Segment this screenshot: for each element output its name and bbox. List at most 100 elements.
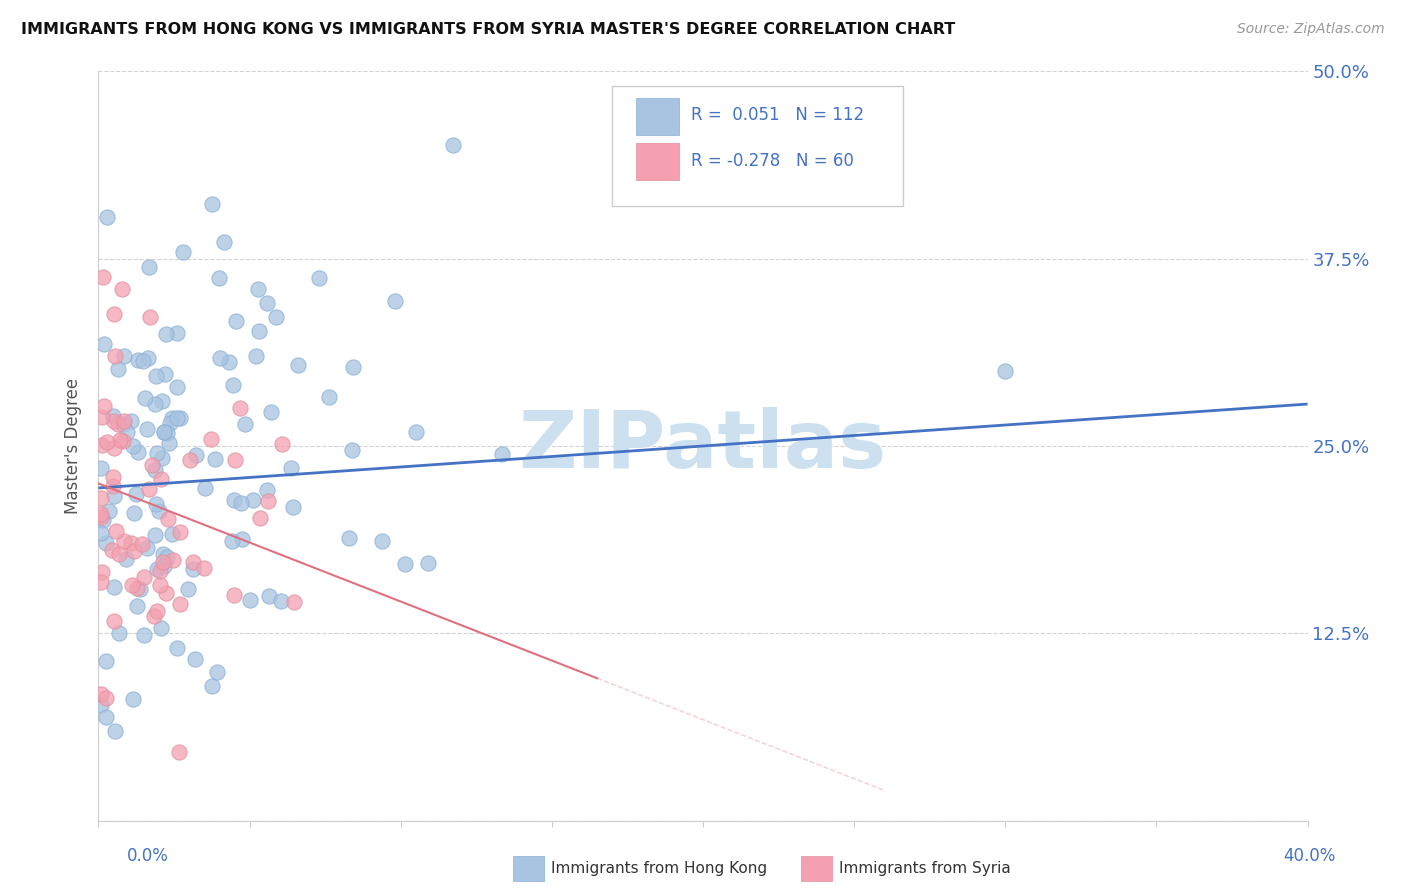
Point xyxy=(318,390,340,404)
Point xyxy=(257,589,280,603)
Point xyxy=(152,425,174,440)
Point xyxy=(384,293,406,308)
Point xyxy=(91,565,114,579)
Point xyxy=(90,509,112,524)
Text: IMMIGRANTS FROM HONG KONG VS IMMIGRANTS FROM SYRIA MASTER'S DEGREE CORRELATION C: IMMIGRANTS FROM HONG KONG VS IMMIGRANTS … xyxy=(21,22,955,37)
Point xyxy=(260,405,283,419)
Text: R =  0.051   N = 112: R = 0.051 N = 112 xyxy=(690,106,865,124)
Point xyxy=(150,394,173,409)
Point xyxy=(143,462,166,476)
Point xyxy=(208,271,231,285)
Point xyxy=(134,570,156,584)
Text: 0.0%: 0.0% xyxy=(127,847,169,865)
Point xyxy=(96,691,118,706)
Point xyxy=(152,547,174,561)
Point xyxy=(257,493,280,508)
Point xyxy=(153,367,176,381)
Point xyxy=(159,416,181,430)
Point xyxy=(169,524,191,539)
Point xyxy=(112,349,135,363)
Point xyxy=(131,536,153,550)
Point xyxy=(111,434,134,449)
Point xyxy=(112,534,135,549)
Point xyxy=(308,271,330,285)
Point xyxy=(145,369,167,384)
Point xyxy=(177,582,200,596)
Point xyxy=(283,595,305,609)
Point xyxy=(101,543,124,558)
Point xyxy=(270,593,292,607)
Point xyxy=(201,197,224,211)
FancyBboxPatch shape xyxy=(613,87,903,206)
Point xyxy=(337,532,360,546)
Point xyxy=(134,392,156,406)
Point xyxy=(136,351,159,366)
Point xyxy=(111,282,134,296)
Point xyxy=(132,354,155,368)
Point xyxy=(90,461,112,475)
Point xyxy=(242,492,264,507)
Point xyxy=(231,496,253,510)
Point xyxy=(103,307,125,321)
Point xyxy=(150,621,173,635)
Point xyxy=(103,490,125,504)
Point xyxy=(157,436,180,450)
Point xyxy=(150,472,173,486)
Point xyxy=(179,453,201,467)
Point xyxy=(103,409,125,423)
Point xyxy=(91,513,114,527)
Point xyxy=(127,599,149,613)
Text: R = -0.278   N = 60: R = -0.278 N = 60 xyxy=(690,153,853,170)
Point xyxy=(193,561,215,575)
Point xyxy=(155,586,177,600)
Point xyxy=(224,588,246,602)
Point xyxy=(112,414,135,428)
Point xyxy=(146,446,169,460)
Point xyxy=(181,555,204,569)
Point xyxy=(101,479,124,493)
Point xyxy=(150,451,173,466)
Point xyxy=(115,425,138,439)
Point xyxy=(127,352,149,367)
Point xyxy=(239,592,262,607)
Point xyxy=(91,270,114,285)
Point xyxy=(184,448,207,462)
Point xyxy=(96,434,118,449)
Point xyxy=(90,698,112,712)
Point xyxy=(121,578,143,592)
Point xyxy=(90,491,112,506)
Point xyxy=(264,310,287,324)
Point xyxy=(249,510,271,524)
Point xyxy=(166,326,188,340)
Point xyxy=(134,628,156,642)
Point xyxy=(200,432,222,446)
Point xyxy=(405,425,427,440)
Point xyxy=(156,426,179,441)
Point xyxy=(280,460,302,475)
Point xyxy=(97,503,120,517)
Point xyxy=(166,640,188,655)
Point xyxy=(103,349,125,363)
FancyBboxPatch shape xyxy=(637,97,679,135)
Text: Immigrants from Syria: Immigrants from Syria xyxy=(839,862,1011,876)
Point xyxy=(107,362,129,376)
Point xyxy=(138,482,160,496)
Point xyxy=(115,552,138,566)
Point xyxy=(145,604,167,618)
Point xyxy=(136,422,159,436)
Point xyxy=(90,438,112,452)
Point xyxy=(271,437,294,451)
Point xyxy=(121,439,143,453)
Point xyxy=(169,597,191,611)
Point xyxy=(256,295,278,310)
Point xyxy=(370,533,392,548)
Point xyxy=(90,687,112,701)
Point xyxy=(166,410,188,425)
Point xyxy=(103,470,125,484)
Point xyxy=(124,506,146,520)
Point xyxy=(160,526,183,541)
Point xyxy=(122,544,145,558)
Point xyxy=(340,442,363,457)
Point xyxy=(90,526,112,541)
Point xyxy=(156,549,179,564)
